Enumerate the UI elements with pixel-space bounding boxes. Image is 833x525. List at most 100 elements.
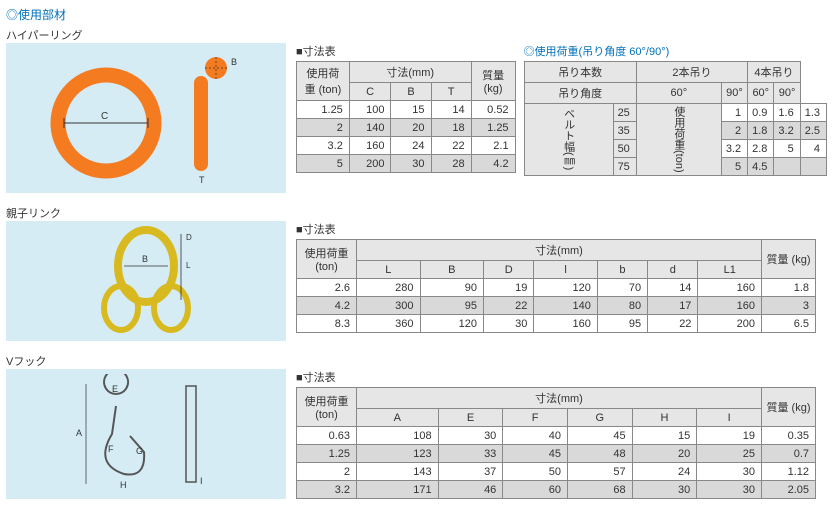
vhook-diagram: A E F G H I (6, 369, 286, 499)
th-t: T (431, 83, 471, 101)
cell: 19 (697, 427, 762, 445)
th-load: 使用荷重 (ton) (297, 240, 357, 279)
cell: 17 (648, 297, 698, 315)
cell: 300 (357, 297, 421, 315)
cell: 33 (438, 445, 503, 463)
cell: 1.6 (774, 104, 800, 122)
th-mass: 質量 (kg) (762, 388, 816, 427)
cell: 360 (357, 315, 421, 333)
cell: 24 (632, 463, 697, 481)
cell: 50 (613, 140, 636, 158)
cell: 1.25 (471, 119, 515, 137)
th-mass: 質量 (kg) (762, 240, 816, 279)
cell: 5 (774, 140, 800, 158)
cell: 18 (431, 119, 471, 137)
th-b: B (391, 83, 431, 101)
cell: 75 (613, 158, 636, 176)
th-A: A (357, 409, 439, 427)
cell: 30 (697, 463, 762, 481)
oyako-dim-table: 使用荷重 (ton) 寸法(mm) 質量 (kg) L B D l b d L1… (296, 239, 816, 333)
svg-text:E: E (112, 384, 118, 394)
svg-text:T: T (199, 175, 205, 185)
vhook-dim-table: 使用荷重 (ton) 寸法(mm) 質量 (kg) A E F G H I 0.… (296, 387, 816, 499)
th-G: G (567, 409, 632, 427)
cell: 1.12 (762, 463, 816, 481)
th-4leg: 4本吊り (748, 62, 801, 83)
cell: 120 (420, 315, 484, 333)
svg-text:B: B (231, 57, 237, 67)
oyako-label: 親子リンク (6, 205, 827, 221)
cell: 90 (420, 279, 484, 297)
vhook-dim-title: ■寸法表 (296, 369, 827, 385)
cell: 171 (357, 481, 439, 499)
hyperring-label: ハイパーリング (6, 27, 827, 43)
cell: 140 (349, 119, 391, 137)
cell: 2.1 (471, 137, 515, 155)
cell: 20 (391, 119, 431, 137)
cell: 0.35 (762, 427, 816, 445)
th-l: l (534, 261, 598, 279)
cell (800, 158, 826, 176)
cell: 4 (800, 140, 826, 158)
th-I: I (697, 409, 762, 427)
cell: 160 (534, 315, 598, 333)
th-D: D (484, 261, 534, 279)
th-d: d (648, 261, 698, 279)
cell: 5 (297, 155, 350, 173)
cell: 1.8 (748, 122, 774, 140)
cell: 45 (567, 427, 632, 445)
cell: 143 (357, 463, 439, 481)
cell: 3.2 (297, 481, 357, 499)
cell: 48 (567, 445, 632, 463)
cell: 280 (357, 279, 421, 297)
th-mass: 質量 (kg) (471, 62, 515, 101)
th-F: F (503, 409, 568, 427)
th-60a: 60° (636, 83, 721, 104)
th-angle: 吊り角度 (524, 83, 636, 104)
svg-text:H: H (120, 480, 127, 490)
cell: 108 (357, 427, 439, 445)
cell: 30 (438, 427, 503, 445)
belt-width-label: ベルト幅(㎜) (524, 104, 613, 176)
cell: 22 (484, 297, 534, 315)
cell: 200 (349, 155, 391, 173)
svg-text:B: B (142, 254, 148, 264)
cell: 80 (597, 297, 647, 315)
th-L1: L1 (698, 261, 762, 279)
cell: 14 (431, 101, 471, 119)
cell: 68 (567, 481, 632, 499)
cell: 1.3 (800, 104, 826, 122)
cell: 15 (632, 427, 697, 445)
cell: 3.2 (774, 122, 800, 140)
cell: 50 (503, 463, 568, 481)
cell: 70 (597, 279, 647, 297)
cell: 2.8 (748, 140, 774, 158)
th-E: E (438, 409, 503, 427)
cell: 6.5 (762, 315, 816, 333)
svg-text:I: I (200, 476, 203, 486)
cell: 60 (503, 481, 568, 499)
hyperring-load-title: ◎使用荷重(吊り角度 60°/90°) (524, 43, 827, 59)
cell: 25 (697, 445, 762, 463)
cell: 5 (721, 158, 747, 176)
th-load: 使用荷重 (ton) (297, 62, 350, 101)
cell: 2 (297, 463, 357, 481)
svg-text:A: A (76, 428, 82, 438)
cell: 95 (597, 315, 647, 333)
hyperring-load-table: 吊り本数 2本吊り 4本吊り 吊り角度 60° 90° 60° 90° ベルト幅… (524, 61, 827, 176)
cell: 2.6 (297, 279, 357, 297)
cell: 35 (613, 122, 636, 140)
cell: 30 (697, 481, 762, 499)
oyako-diagram: B D L (6, 221, 286, 341)
cell: 140 (534, 297, 598, 315)
cell: 4.5 (748, 158, 774, 176)
cell: 30 (632, 481, 697, 499)
cell: 20 (632, 445, 697, 463)
th-c: C (349, 83, 391, 101)
hyperring-diagram: C B T (6, 43, 286, 193)
hyperring-dim-title: ■寸法表 (296, 43, 516, 59)
cell: 1.8 (762, 279, 816, 297)
cell: 46 (438, 481, 503, 499)
th-b: b (597, 261, 647, 279)
cell: 0.52 (471, 101, 515, 119)
